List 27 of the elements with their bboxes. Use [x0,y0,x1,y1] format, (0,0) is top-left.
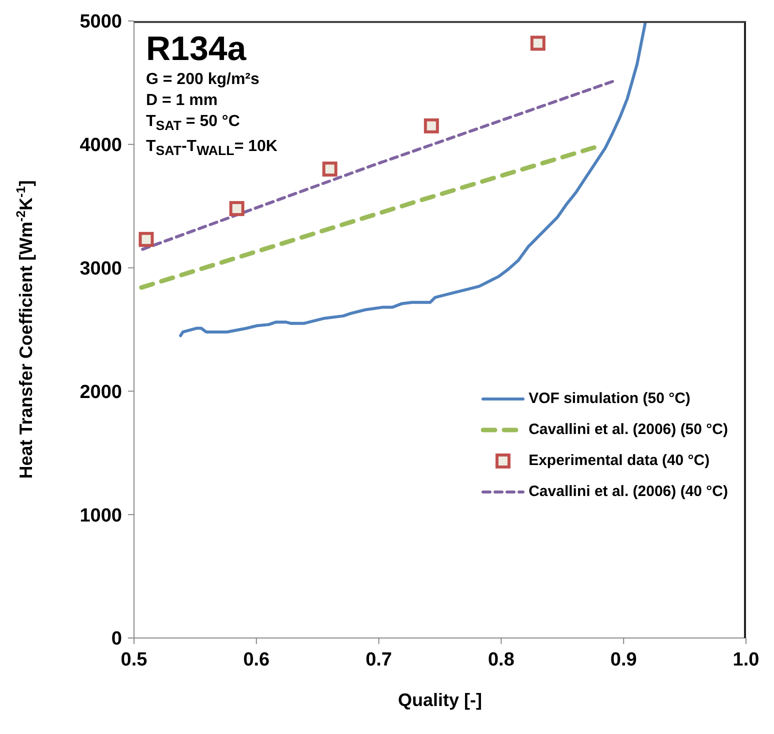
x-tick-label: 0.5 [120,649,148,670]
y-tick-label: 3000 [80,258,122,280]
x-tick-label: 0.7 [366,649,392,670]
legend-label: VOF simulation (50 °C) [528,390,690,407]
x-tick-label: 0.6 [243,649,270,670]
annotation: G = 200 kg/m²s [146,70,260,90]
x-axis-title: Quality [-] [398,690,482,710]
legend-label: Cavallini et al. (2006) (50 °C) [528,421,728,438]
point [138,232,154,247]
x-tick-label: 0.9 [610,649,637,670]
annotation: T$_{SAT}$ = 50 °C [146,112,241,136]
x-tick-label: 0.8 [488,649,514,670]
point [530,36,546,51]
legend-label: Experimental data (40 °C) [528,452,710,469]
point [229,201,244,216]
point [322,162,338,177]
annotation: R134a [146,29,248,69]
y-tick-label: 5000 [80,12,122,33]
annotation: D = 1 mm [146,91,219,111]
y-tick-label: 1000 [80,505,122,526]
y-tick-label: 2000 [80,382,122,403]
x-tick-label: 1.0 [732,649,760,670]
point [424,118,439,134]
y-tick-label: 0 [111,628,122,650]
legend-label: Cavallini et al. (2006) (40 °C) [528,483,728,500]
annotation: T$_{SAT}$-T$_{WALL}$= 10K [146,137,278,160]
y-tick-label: 4000 [80,135,122,156]
